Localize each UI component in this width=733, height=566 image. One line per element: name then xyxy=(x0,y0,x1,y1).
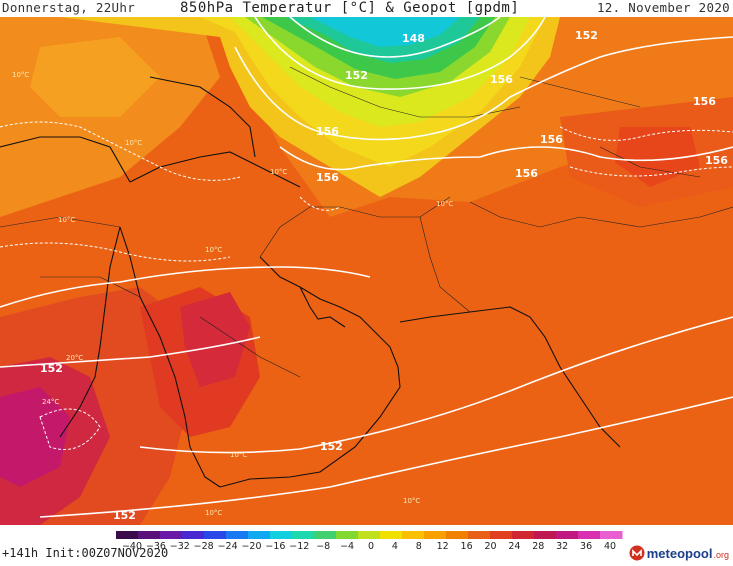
contour-label: 156 xyxy=(316,125,339,138)
temperature-labels: 10°C 10°C 10°C 10°C 10°C 20°C 24°C 10°C … xyxy=(12,71,453,517)
colorbar-tick-label: −16 xyxy=(265,541,285,552)
contour-label: 148 xyxy=(402,32,425,45)
colorbar-tick-label: −24 xyxy=(218,541,238,552)
temp-band-crimson-arabia xyxy=(180,292,250,387)
contour-label: 156 xyxy=(515,167,538,180)
temp-band-cyan xyxy=(310,17,460,47)
colorbar-swatch xyxy=(182,531,205,539)
colorbar-tick-label: −28 xyxy=(194,541,214,552)
temp-label: 10°C xyxy=(403,497,420,505)
temp-label: 10°C xyxy=(12,71,29,79)
colorbar-tick-label: 40 xyxy=(604,541,616,552)
temperature-isotherms xyxy=(0,121,733,450)
contour-label: 156 xyxy=(705,154,728,167)
colorbar-tick-label: 16 xyxy=(461,541,473,552)
geopotential-contours xyxy=(0,17,733,518)
contour-label: 152 xyxy=(575,29,598,42)
colorbar-tick-label: −12 xyxy=(289,541,309,552)
footer-bar: −40 −36 −32 −28 −24 −20 −16 −12 −8 −4 0 4 8 12 16 20 24 2… xyxy=(0,525,733,566)
map-title: 850hPa Temperatur [°C] & Geopot [gpdm] xyxy=(180,0,520,16)
colorbar-tick-label: 12 xyxy=(437,541,449,552)
colorbar: −40 −36 −32 −28 −24 −20 −16 −12 −8 −4 0 4 8 12 16 20 24 2… xyxy=(116,531,623,552)
temp-label: 10°C xyxy=(205,509,222,517)
colorbar-tick-label: 8 xyxy=(416,541,422,552)
colorbar-swatch xyxy=(336,531,359,539)
colorbar-swatch xyxy=(490,531,513,539)
temp-label: 10°C xyxy=(230,451,247,459)
temp-label: 10°C xyxy=(125,139,142,147)
colorbar-swatch xyxy=(226,531,249,539)
temp-label: 24°C xyxy=(42,398,59,406)
colorbar-tick-label: 32 xyxy=(556,541,568,552)
contour-label: 152 xyxy=(40,362,63,375)
header-bar: Donnerstag, 22Uhr 850hPa Temperatur [°C]… xyxy=(0,0,733,20)
run-info-label: +141h Init:00Z07NOV2020 xyxy=(2,546,169,560)
colorbar-tick-label: −4 xyxy=(340,541,354,552)
temperature-map: 148 152 152 156 156 156 156 156 156 156 … xyxy=(0,17,733,525)
colorbar-swatch xyxy=(160,531,183,539)
logo-text: meteopool xyxy=(646,545,713,561)
colorbar-swatch xyxy=(138,531,161,539)
colorbar-swatch xyxy=(534,531,557,539)
colorbar-tick-label: 4 xyxy=(392,541,398,552)
borders xyxy=(0,66,733,378)
colorbar-swatch xyxy=(578,531,601,539)
contour-label: 156 xyxy=(490,73,513,86)
temp-label: 10°C xyxy=(270,168,287,176)
colorbar-tick-label: −32 xyxy=(170,541,190,552)
colorbar-swatch xyxy=(556,531,579,539)
colorbar-tick-label: 28 xyxy=(532,541,544,552)
temp-label: 10°C xyxy=(436,200,453,208)
colorbar-tick-label: 36 xyxy=(580,541,592,552)
colorbar-tick-label: −8 xyxy=(316,541,330,552)
colorbar-swatch xyxy=(380,531,403,539)
colorbar-swatch xyxy=(248,531,271,539)
colorbar-swatch xyxy=(292,531,315,539)
colorbar-swatch xyxy=(424,531,447,539)
colorbar-swatch xyxy=(512,531,535,539)
temp-band-east-dark xyxy=(615,127,700,187)
temp-label: 20°C xyxy=(66,354,83,362)
temp-band-amber xyxy=(30,37,160,117)
colorbar-swatch xyxy=(358,531,381,539)
contour-label: 156 xyxy=(316,171,339,184)
contour-label: 152 xyxy=(345,69,368,82)
contour-label: 156 xyxy=(693,95,716,108)
valid-time-label: Donnerstag, 22Uhr xyxy=(2,0,136,15)
valid-date-label: 12. November 2020 xyxy=(596,0,730,15)
logo-icon xyxy=(629,545,645,561)
contour-label: 152 xyxy=(113,509,136,522)
colorbar-tick-label: −36 xyxy=(146,541,166,552)
meteopool-logo[interactable]: meteopool .org xyxy=(629,542,729,564)
colorbar-tick-label: −40 xyxy=(122,541,142,552)
temp-band-magenta xyxy=(0,387,70,487)
colorbar-tick-label: 20 xyxy=(484,541,496,552)
colorbar-tick-label: −20 xyxy=(241,541,261,552)
colorbar-swatch xyxy=(270,531,293,539)
coastlines xyxy=(0,76,621,488)
temp-label: 10°C xyxy=(58,216,75,224)
colorbar-swatch xyxy=(204,531,227,539)
colorbar-swatch xyxy=(402,531,425,539)
contour-labels: 148 152 152 156 156 156 156 156 156 156 … xyxy=(40,29,728,522)
temp-label: 10°C xyxy=(205,246,222,254)
colorbar-swatch xyxy=(468,531,491,539)
colorbar-swatch xyxy=(600,531,623,539)
contour-label: 152 xyxy=(320,440,343,453)
logo-suffix: .org xyxy=(713,549,729,560)
colorbar-swatch xyxy=(446,531,469,539)
colorbar-swatch xyxy=(314,531,337,539)
colorbar-swatch xyxy=(116,531,139,539)
colorbar-tick-label: 0 xyxy=(368,541,374,552)
contour-label: 156 xyxy=(540,133,563,146)
colorbar-tick-label: 24 xyxy=(508,541,520,552)
